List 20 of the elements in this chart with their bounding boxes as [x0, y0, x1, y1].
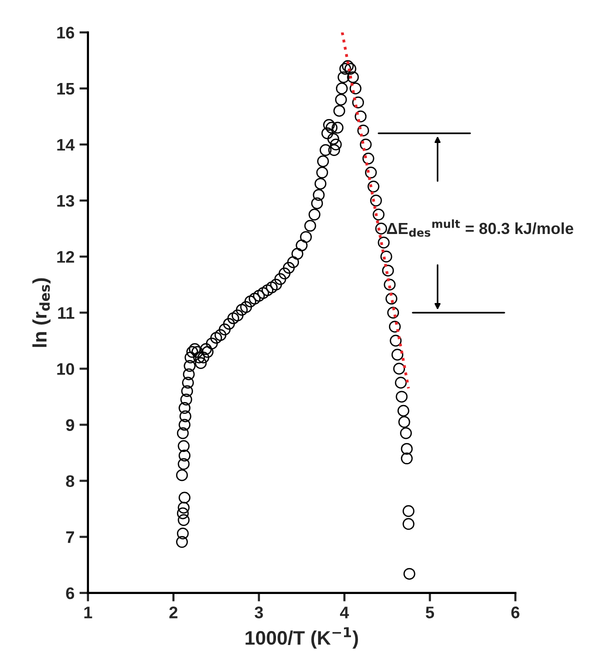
y-tick-label: 7 [66, 531, 74, 543]
x-axis-title: 1000/T (K$^{−1}$) [246, 627, 358, 649]
x-tick-label: 2 [169, 606, 178, 618]
y-tick-label: 14 [57, 139, 75, 151]
y-tick-label: 8 [66, 475, 74, 488]
annotation: ΔE$_{des}$$^{mult}$ = 80.3 kJ/mole [386, 219, 574, 237]
x-tick-label: 4 [340, 606, 349, 618]
x-tick-label: 1 [84, 606, 92, 618]
y-tick-label: 12 [57, 251, 74, 263]
y-tick-label: 16 [57, 26, 74, 39]
y-tick-label: 11 [58, 307, 74, 319]
y-tick-label: 6 [66, 587, 74, 600]
y-tick-label: 13 [57, 194, 74, 207]
y-tick-label: 15 [57, 83, 74, 95]
x-tick-label: 3 [254, 606, 263, 618]
y-axis-title: ln (r$_{des}$) [32, 278, 51, 347]
x-tick-label: 6 [511, 606, 520, 618]
y-tick-label: 9 [66, 419, 74, 431]
y-tick-label: 10 [57, 363, 74, 375]
x-tick-label: 5 [426, 606, 434, 618]
